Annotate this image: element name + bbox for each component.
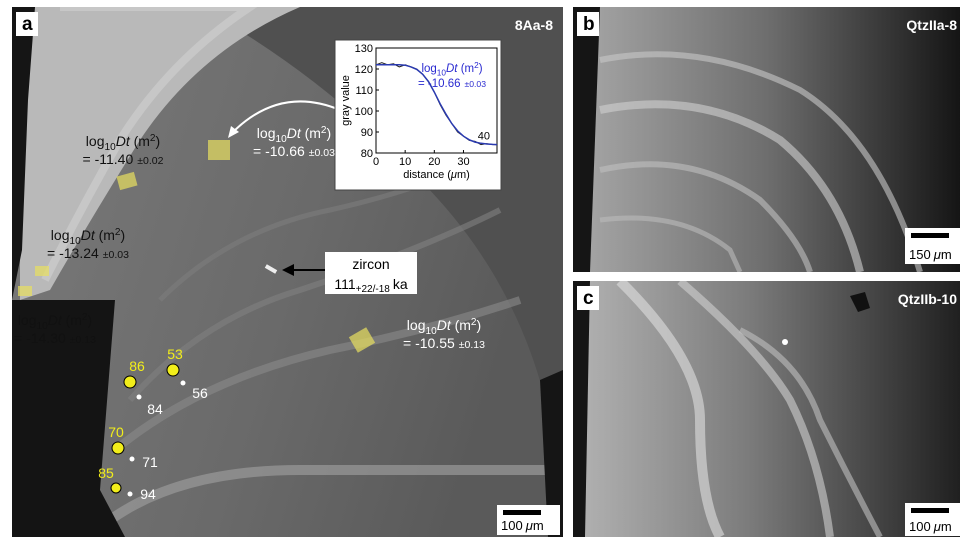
y-tick-label: 110 — [355, 85, 373, 97]
text-part: ±0.03 — [103, 249, 129, 261]
text-part: ) — [477, 317, 482, 333]
spot-age: 70 — [108, 424, 124, 440]
scale-bar — [911, 233, 949, 238]
spot-age: 53 — [167, 346, 183, 362]
y-axis-label: gray value — [340, 75, 352, 126]
text-part: μ — [450, 169, 457, 181]
text-part: Dt — [287, 125, 302, 141]
panel-b-image — [573, 7, 960, 272]
text-part: Dt — [446, 63, 458, 75]
y-tick-label: 130 — [355, 43, 373, 55]
text-part: ) — [479, 63, 483, 75]
text-part: Dt — [437, 317, 452, 333]
text-part: log — [86, 133, 105, 149]
text-part: log — [18, 312, 37, 328]
text-part: m — [941, 519, 952, 534]
text-part: = -10.66 — [418, 78, 461, 90]
zircon-name: zircon — [352, 256, 389, 272]
scale-label: 100μm — [501, 518, 544, 533]
x-tick-label: 20 — [428, 156, 440, 168]
text-part: m) — [457, 169, 470, 181]
text-part: ) — [88, 312, 93, 328]
text-part: μ — [933, 247, 941, 262]
x-tick-label: 10 — [399, 156, 411, 168]
text-part: ±0.13 — [70, 334, 96, 346]
text-part: Dt — [116, 133, 131, 149]
inset-annotation: 40 — [478, 130, 490, 142]
text-part: ) — [327, 125, 332, 141]
sample-name: 8Aa-8 — [515, 17, 553, 33]
spot-id: 56 — [192, 385, 208, 401]
diffusion-label-name: log10Dt (m2) — [421, 61, 482, 77]
text-part: ±0.03 — [465, 79, 487, 89]
figure: a8Aa-8100μmbQtzIIa-8150μmcQtzIIb-10100μm… — [0, 0, 960, 541]
text-part: ka — [393, 276, 408, 292]
text-part: ±0.03 — [309, 147, 335, 159]
spot-age: 86 — [129, 358, 145, 374]
text-part: 10 — [437, 68, 447, 77]
text-part: 150 — [909, 247, 931, 262]
sample-name: QtzIIb-10 — [898, 291, 957, 307]
text-part: (m — [451, 317, 471, 333]
text-part: distance ( — [403, 169, 451, 181]
text-part: Dt — [81, 227, 96, 243]
text-part: +22/-18 — [356, 284, 391, 295]
y-tick-label: 90 — [361, 127, 373, 139]
diffusion-label-value: = -10.66 ±0.03 — [418, 78, 486, 90]
spot-id: 71 — [142, 454, 158, 470]
y-tick-label: 100 — [355, 106, 373, 118]
x-tick-label: 0 — [373, 156, 379, 168]
panel-c-image — [573, 281, 960, 537]
text-part: = -10.55 — [403, 335, 455, 351]
text-part: ) — [121, 227, 126, 243]
text-part: 100 — [909, 519, 931, 534]
text-part: = -14.30 — [14, 330, 66, 346]
text-part: log — [421, 63, 436, 75]
text-part: ±0.13 — [459, 339, 485, 351]
spot-age: 85 — [98, 465, 114, 481]
text-part: = -13.24 — [47, 245, 99, 261]
text-part: (m — [130, 133, 150, 149]
text-part: log — [257, 125, 276, 141]
sample-name: QtzIIa-8 — [906, 17, 957, 33]
text-part: (m — [95, 227, 115, 243]
text-part: = -10.66 — [253, 143, 305, 159]
panel-letter: c — [583, 288, 594, 309]
spot-id: 84 — [147, 401, 163, 417]
text-part: (m — [62, 312, 82, 328]
text-part: 100 — [501, 518, 523, 533]
panel-letter: b — [583, 14, 595, 35]
text-part: m — [941, 247, 952, 262]
text-part: μ — [525, 518, 533, 533]
text-part: log — [51, 227, 70, 243]
y-tick-label: 120 — [355, 64, 373, 76]
x-tick-label: 30 — [457, 156, 469, 168]
panel-letter: a — [22, 14, 33, 35]
text-part: Dt — [48, 312, 63, 328]
text-part: = -11.40 — [83, 151, 134, 167]
text-part: (m — [458, 63, 475, 75]
y-tick-label: 80 — [361, 148, 373, 160]
scale-bar — [911, 508, 949, 513]
text-part: m — [533, 518, 544, 533]
x-axis-label: distance (μm) — [403, 169, 470, 181]
spot-id: 94 — [140, 486, 156, 502]
text-part: 111 — [334, 276, 355, 292]
text-part: ) — [156, 133, 161, 149]
text-part: (m — [301, 125, 321, 141]
text-part: μ — [933, 519, 941, 534]
text-part: ±0.02 — [137, 155, 163, 167]
scale-bar — [503, 510, 541, 515]
text-part: log — [407, 317, 426, 333]
